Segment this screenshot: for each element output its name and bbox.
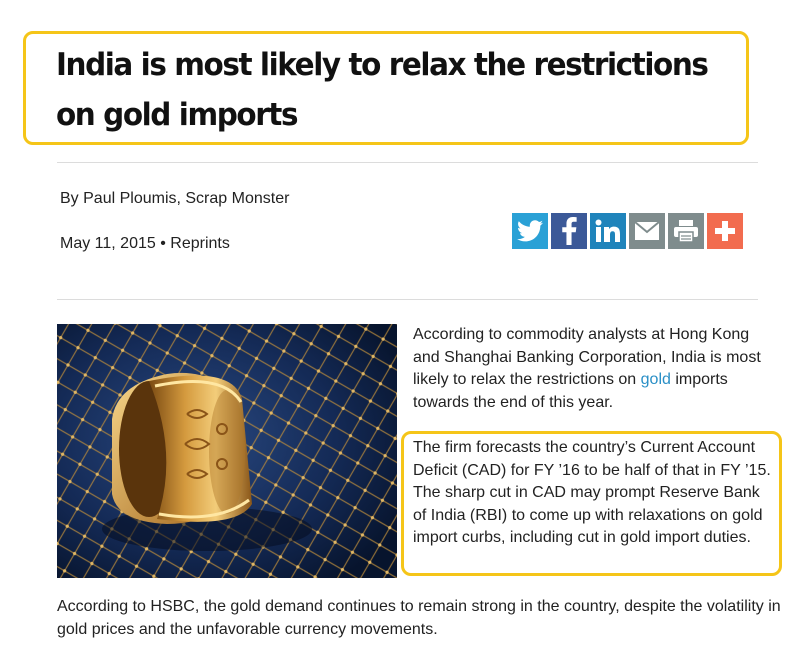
facebook-icon xyxy=(562,217,577,245)
email-share-button[interactable] xyxy=(629,213,665,249)
gold-link[interactable]: gold xyxy=(640,371,671,388)
article-paragraph-3: According to HSBC, the gold demand conti… xyxy=(57,598,781,638)
divider-bottom xyxy=(57,299,758,300)
plus-icon xyxy=(715,221,735,241)
linkedin-share-button[interactable] xyxy=(590,213,626,249)
facebook-share-button[interactable] xyxy=(551,213,587,249)
p1-text-start: According to commodity analysts at Hong … xyxy=(413,326,761,388)
linkedin-icon xyxy=(595,219,620,242)
article-photo-gold-bangle xyxy=(57,324,397,578)
paragraph-highlight xyxy=(401,431,782,576)
dateline-separator: • xyxy=(160,235,166,252)
article-paragraph-1: According to commodity analysts at Hong … xyxy=(413,324,763,414)
envelope-icon xyxy=(634,221,660,240)
headline-highlight xyxy=(23,31,749,145)
article-headline: India is most likely to relax the restri… xyxy=(56,47,709,133)
more-share-button[interactable] xyxy=(707,213,743,249)
print-share-button[interactable] xyxy=(668,213,704,249)
article-byline: By Paul Ploumis, Scrap Monster xyxy=(60,190,290,207)
twitter-share-button[interactable] xyxy=(512,213,548,249)
printer-icon xyxy=(674,220,698,243)
article-paragraph-2: The firm forecasts the country’s Current… xyxy=(413,439,771,546)
twitter-icon xyxy=(517,220,543,242)
divider-top xyxy=(57,162,758,163)
reprints-link[interactable]: Reprints xyxy=(170,235,230,252)
article-dateline: May 11, 2015 • Reprints xyxy=(60,235,230,253)
share-toolbar xyxy=(512,213,743,249)
p1-text-end: imports towards the end of this year. xyxy=(413,371,728,411)
article-date: May 11, 2015 xyxy=(60,235,156,252)
